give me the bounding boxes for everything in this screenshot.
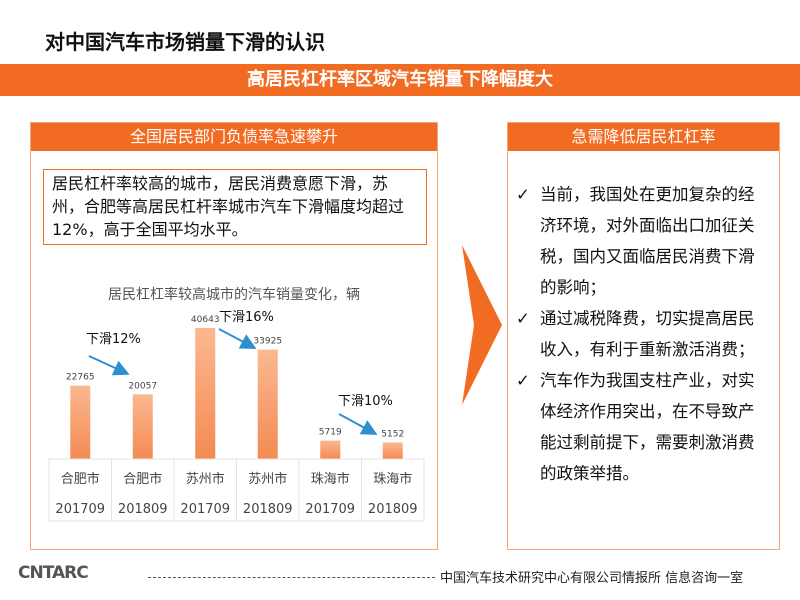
check-icon: ✓: [516, 185, 530, 204]
tick-label: 合肥市: [123, 471, 162, 487]
bar: [132, 394, 153, 459]
data-label: 5719: [319, 428, 342, 438]
tick-label: 苏州市: [248, 471, 287, 487]
footer-divider: [148, 577, 435, 578]
bullet-text: 通过减税降费，切实提高居民收入，有利于重新激活消费；: [540, 309, 755, 359]
right-panel-header: 急需降低居民杠杠率: [508, 123, 779, 151]
chart-title: 居民杠杠率较高城市的汽车销量变化，辆: [108, 286, 360, 303]
bullet-item: ✓ 当前，我国处在更加复杂的经济环境，对外面临出口加征关税，国内又面临居民消费下滑…: [516, 179, 768, 303]
data-label: 5152: [381, 429, 404, 439]
trend-arrow: [88, 355, 130, 376]
bullet-list: ✓ 当前，我国处在更加复杂的经济环境，对外面临出口加征关税，国内又面临居民消费下滑…: [516, 179, 768, 489]
tick-label: 201709: [305, 502, 355, 517]
left-panel: 全国居民部门负债率急速攀升 居民杠杆率较高的城市，居民消费意愿下滑，苏州，合肥等…: [30, 122, 438, 550]
tick-label: 201709: [55, 502, 105, 517]
trend-arrow: [338, 413, 378, 435]
tick-label: 合肥市: [61, 471, 100, 487]
bar: [257, 349, 278, 459]
summary-text: 居民杠杆率较高的城市，居民消费意愿下滑，苏州，合肥等高居民杠杆率城市汽车下滑幅度…: [43, 169, 427, 245]
category-cell: [361, 458, 425, 522]
slide-title: 对中国汽车市场销量下滑的认识: [45, 30, 325, 54]
bar: [320, 440, 341, 459]
tick-label: 珠海市: [373, 471, 412, 487]
bar-chart: 居民杠杠率较高城市的汽车销量变化，辆 22765 合肥市 201709 20057 合肥市…: [48, 286, 425, 522]
bar: [195, 328, 216, 459]
tick-label: 苏州市: [186, 471, 225, 487]
data-label: 40643: [191, 315, 220, 325]
cntarc-logo: CNTARC: [18, 563, 89, 583]
tick-label: 201809: [118, 502, 168, 517]
bullet-text: 汽车作为我国支柱产业，对实体经济作用突出，在不导致产能过剩前提下，需要刺激消费的…: [540, 371, 755, 483]
annotation-label: 下滑16%: [219, 310, 274, 325]
bullet-item: ✓ 汽车作为我国支柱产业，对实体经济作用突出，在不导致产能过剩前提下，需要刺激消费…: [516, 365, 768, 489]
data-label: 22765: [66, 373, 95, 383]
footer-text: 中国汽车技术研究中心有限公司情报所 信息咨询一室: [440, 571, 744, 586]
tick-label: 珠海市: [311, 471, 350, 487]
tick-label: 201809: [368, 502, 418, 517]
tick-label: 201709: [180, 502, 230, 517]
annotation-label: 下滑10%: [338, 394, 393, 409]
banner: 高居民杠杆率区域汽车销量下降幅度大: [0, 64, 800, 96]
bullet-item: ✓ 通过减税降费，切实提高居民收入，有利于重新激活消费；: [516, 303, 768, 365]
bar: [70, 385, 91, 459]
right-panel: 急需降低居民杠杠率 ✓ 当前，我国处在更加复杂的经济环境，对外面临出口加征关税，国…: [507, 122, 780, 550]
right-arrow-icon: [462, 245, 502, 405]
tick-label: 201809: [243, 502, 293, 517]
bullet-text: 当前，我国处在更加复杂的经济环境，对外面临出口加征关税，国内又面临居民消费下滑的…: [540, 185, 755, 297]
bar: [382, 442, 403, 459]
left-panel-header: 全国居民部门负债率急速攀升: [31, 123, 437, 151]
annotation-label: 下滑12%: [86, 332, 141, 347]
data-label: 33925: [253, 337, 282, 347]
check-icon: ✓: [516, 371, 530, 390]
check-icon: ✓: [516, 309, 530, 328]
data-label: 20057: [128, 381, 157, 391]
trend-arrow: [218, 328, 257, 349]
